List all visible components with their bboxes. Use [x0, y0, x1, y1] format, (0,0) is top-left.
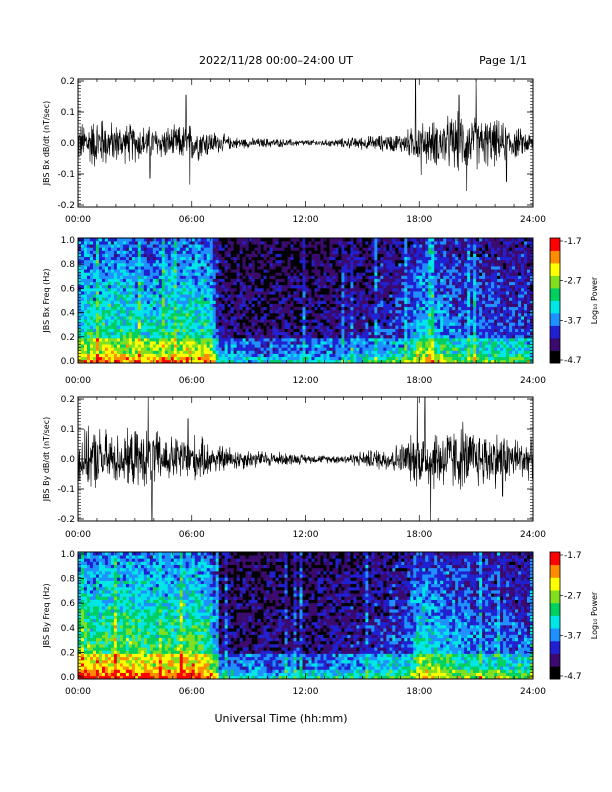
y-tick-label: 0.4 — [61, 309, 76, 319]
x-tick-label: 24:00 — [520, 376, 546, 386]
x-tick-label: 12:00 — [293, 530, 319, 540]
y-tick-label: -0.1 — [57, 170, 75, 180]
colorbar-tick-label: -2.7 — [564, 591, 582, 601]
panel-3: 0.2 0.1 0.0 -0.1 -0.2 JBS By dB/dt (nT/sec) 00… — [42, 395, 546, 540]
y-tick-label: 0.0 — [61, 455, 76, 465]
y-axis-title: JBS Bx dB/dt (nT/sec) — [42, 101, 51, 187]
x-tick-label: 12:00 — [293, 687, 319, 697]
panels-group: 0.2 0.1 0.0 -0.1 -0.2 JBS Bx dB/dt (nT/sec) 00… — [42, 77, 599, 697]
x-tick-label: 00:00 — [65, 376, 91, 386]
x-tick-label: 18:00 — [406, 530, 432, 540]
y-tick-label: 0.2 — [61, 77, 75, 87]
colorbar-tick-label: -2.7 — [564, 277, 582, 287]
x-tick-label: 12:00 — [293, 215, 319, 225]
x-tick-label: 18:00 — [406, 687, 432, 697]
x-tick-label: 12:00 — [293, 376, 319, 386]
x-tick-label: 00:00 — [65, 215, 91, 225]
y-tick-label: 0.2 — [61, 648, 75, 658]
y-tick-label: 1.0 — [61, 550, 76, 560]
y-axis-title: JBS Bx Freq (Hz) — [42, 268, 51, 333]
y-tick-label: -0.1 — [57, 485, 75, 495]
y-tick-label: 0.4 — [61, 624, 76, 634]
colorbar: -1.7 -2.7 -3.7 -4.7 Log₁₀ Power — [549, 237, 599, 366]
y-tick-label: -0.2 — [57, 201, 75, 211]
x-tick-label: 06:00 — [179, 530, 205, 540]
colorbar-tick-label: -1.7 — [564, 551, 582, 561]
panel-2: -1.7 -2.7 -3.7 -4.7 Log₁₀ Power 1.0 0.8 0.6 0.4 0… — [42, 236, 599, 386]
x-tick-label: 06:00 — [179, 215, 205, 225]
colorbar-tick-label: -4.7 — [564, 356, 582, 366]
page-number: Page 1/1 — [479, 54, 527, 67]
y-tick-label: 0.0 — [61, 673, 76, 683]
x-tick-label: 06:00 — [179, 376, 205, 386]
x-tick-label: 00:00 — [65, 530, 91, 540]
colorbar-tick-label: -3.7 — [564, 316, 582, 326]
colorbar-tick-label: -4.7 — [564, 672, 582, 682]
y-axis-title: JBS By Freq (Hz) — [42, 583, 51, 648]
series-trace — [77, 396, 534, 522]
x-axis-title: Universal Time (hh:mm) — [215, 712, 348, 725]
x-tick-label: 24:00 — [520, 215, 546, 225]
figure-title: 2022/11/28 00:00–24:00 UT — [199, 54, 353, 67]
y-tick-label: -0.2 — [57, 515, 75, 525]
colorbar-tick-label: -1.7 — [564, 237, 582, 247]
x-tick-label: 18:00 — [406, 376, 432, 386]
colorbar-tick-label: -3.7 — [564, 632, 582, 642]
y-tick-label: 0.0 — [61, 139, 76, 149]
panel-1: 0.2 0.1 0.0 -0.1 -0.2 JBS Bx dB/dt (nT/sec) 00… — [42, 77, 546, 225]
series-trace — [77, 78, 534, 192]
colorbar-label: Log₁₀ Power — [590, 591, 599, 639]
colorbar: -1.7 -2.7 -3.7 -4.7 Log₁₀ Power — [549, 551, 599, 682]
x-tick-label: 00:00 — [65, 687, 91, 697]
y-tick-label: 0.2 — [61, 333, 75, 343]
y-tick-label: 0.8 — [61, 260, 76, 270]
x-tick-label: 24:00 — [520, 530, 546, 540]
panel-4: -1.7 -2.7 -3.7 -4.7 Log₁₀ Power 1.0 0.8 0.6 0.4 0… — [42, 550, 599, 697]
y-tick-label: 1.0 — [61, 236, 76, 246]
y-tick-label: 0.6 — [61, 284, 76, 294]
x-tick-label: 24:00 — [520, 687, 546, 697]
y-axis-title: JBS By dB/dt (nT/sec) — [42, 417, 51, 503]
y-tick-label: 0.8 — [61, 575, 76, 585]
colorbar-label: Log₁₀ Power — [590, 276, 599, 324]
x-tick-label: 18:00 — [406, 215, 432, 225]
y-tick-label: 0.1 — [61, 108, 75, 118]
y-tick-label: 0.0 — [61, 357, 76, 367]
x-tick-label: 06:00 — [179, 687, 205, 697]
y-tick-label: 0.2 — [61, 395, 75, 405]
y-tick-label: 0.1 — [61, 425, 75, 435]
y-tick-label: 0.6 — [61, 599, 76, 609]
